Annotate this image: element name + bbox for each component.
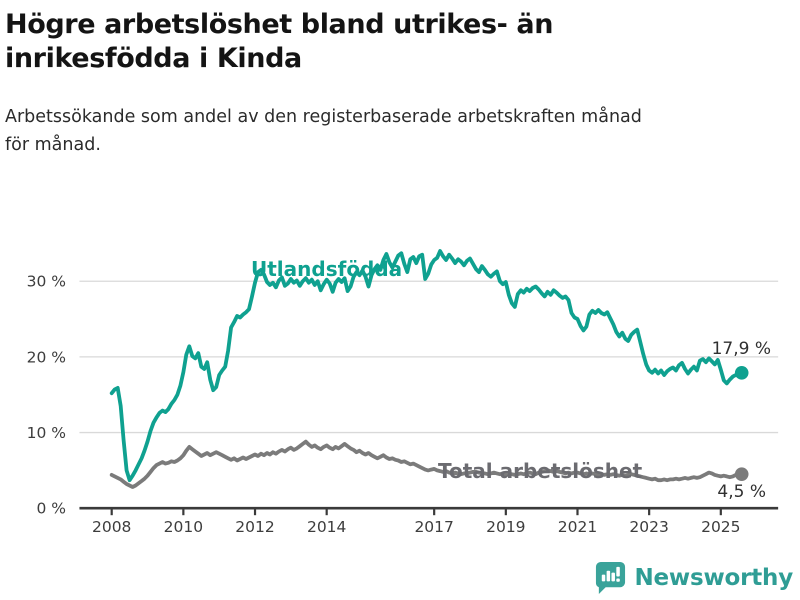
- svg-text:0 %: 0 %: [36, 500, 66, 518]
- chart-title-line1: Högre arbetslöshet bland utrikes- än: [5, 9, 554, 40]
- svg-text:2023: 2023: [629, 518, 668, 536]
- svg-text:2010: 2010: [164, 518, 203, 536]
- newsworthy-logo-icon: [596, 561, 626, 594]
- data-series: [109, 249, 749, 489]
- svg-text:20 %: 20 %: [27, 348, 66, 366]
- logo-bubble-shape: [596, 561, 626, 594]
- newsworthy-logo: Newsworthy: [594, 560, 793, 595]
- chart-subtitle: Arbetssökande som andel av den registerb…: [5, 103, 785, 159]
- end-value-label-total: 4,5 %: [717, 482, 766, 502]
- chart-title-line2: inrikesfödda i Kinda: [5, 43, 302, 74]
- svg-text:2014: 2014: [307, 518, 346, 536]
- svg-text:2025: 2025: [701, 518, 740, 536]
- svg-text:30 %: 30 %: [27, 273, 66, 291]
- svg-text:2008: 2008: [92, 518, 131, 536]
- newsworthy-logo-text: Newsworthy: [634, 564, 793, 591]
- series-label-total-arbetsloshet: Total arbetslöshet: [438, 459, 643, 483]
- end-value-label-utlandsfodda: 17,9 %: [712, 339, 771, 359]
- svg-text:2017: 2017: [414, 518, 453, 536]
- chart-title: Högre arbetslöshet bland utrikes- än inr…: [5, 8, 785, 76]
- svg-text:2012: 2012: [235, 518, 274, 536]
- chart-header: Högre arbetslöshet bland utrikes- än inr…: [5, 8, 785, 159]
- x-axis: 2008 2010 2012 2014 2017 2019 2021 2023 2025 0 % 1…: [27, 273, 779, 536]
- svg-text:2019: 2019: [486, 518, 525, 536]
- chart-subtitle-line2: för månad.: [5, 135, 101, 155]
- logo-bar-chart-glyph: [602, 566, 621, 582]
- svg-text:10 %: 10 %: [27, 424, 66, 442]
- line-chart: 2008 2010 2012 2014 2017 2019 2021 2023 2025 0 % 1…: [27, 249, 779, 536]
- svg-text:2021: 2021: [558, 518, 597, 536]
- chart-subtitle-line1: Arbetssökande som andel av den registerb…: [5, 107, 642, 127]
- series-label-utlandsfodda: Utlandsfödda: [251, 257, 402, 281]
